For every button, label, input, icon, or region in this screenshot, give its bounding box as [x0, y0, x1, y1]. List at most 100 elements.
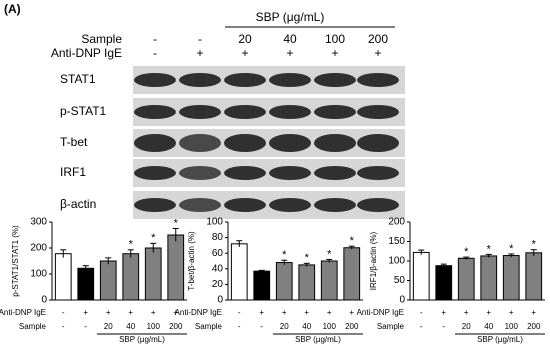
y-tick-label: 20	[212, 279, 224, 290]
blot-band	[269, 73, 311, 87]
blot-band	[224, 134, 266, 152]
y-tick-label: 150	[388, 236, 405, 247]
bar	[167, 234, 185, 301]
group-label: SBP (μg/mL)	[477, 335, 523, 344]
ige-label: +	[486, 308, 491, 317]
x-tick-label: 20	[462, 322, 471, 331]
blot-band	[357, 166, 399, 180]
sample-row-label: Sample	[195, 322, 223, 331]
blot-band	[269, 166, 311, 180]
bar	[144, 247, 162, 301]
ige-row-label: Anti-DNP IgE	[357, 308, 404, 317]
blot-lane-label: 20	[238, 32, 252, 46]
ige-label: +	[282, 308, 287, 317]
bar	[253, 270, 271, 301]
x-tick-label: -	[260, 322, 263, 331]
ige-label: +	[106, 308, 111, 317]
x-tick-label: 100	[323, 322, 337, 331]
significance-mark: *	[305, 252, 310, 264]
y-tick-label: 100	[30, 269, 47, 280]
y-tick-label: 200	[30, 243, 47, 254]
bar	[435, 265, 453, 301]
x-tick-label: 100	[147, 322, 161, 331]
y-tick-label: 0	[41, 295, 47, 306]
ige-label: +	[349, 308, 354, 317]
significance-mark: *	[350, 235, 355, 247]
y-tick-label: 100	[388, 256, 405, 267]
x-tick-label: 40	[484, 322, 493, 331]
panel-label: (A)	[4, 2, 21, 16]
blot-row-label: Sample	[81, 32, 122, 46]
group-label: SBP (μg/mL)	[295, 335, 341, 344]
ige-label: +	[509, 308, 514, 317]
ige-row-label: Anti-DNP IgE	[0, 308, 46, 317]
sbp-header: SBP (μg/mL)	[256, 10, 325, 24]
significance-mark: *	[532, 239, 537, 251]
blot-band	[134, 198, 176, 212]
y-tick-label: 50	[394, 275, 406, 286]
significance-mark: *	[174, 217, 179, 229]
blot-row-label: Anti-DNP IgE	[51, 46, 122, 60]
bar	[54, 253, 72, 301]
blot-band	[357, 198, 399, 212]
bar	[122, 253, 140, 301]
bar	[480, 255, 498, 301]
band-label: p-STAT1	[60, 104, 107, 118]
significance-mark: *	[327, 248, 332, 260]
blot-band	[179, 134, 221, 152]
x-tick-label: 100	[505, 322, 519, 331]
blot-band	[269, 134, 311, 152]
ige-label: +	[259, 308, 264, 317]
x-tick-label: 200	[345, 322, 359, 331]
blot-band	[224, 198, 266, 212]
sample-row-label: Sample	[19, 322, 47, 331]
significance-mark: *	[464, 246, 469, 258]
blot-band	[179, 105, 221, 119]
y-tick-label: 200	[388, 217, 405, 228]
blot-band	[179, 73, 221, 87]
bar	[99, 260, 117, 301]
ige-label: +	[304, 308, 309, 317]
ige-label: -	[62, 308, 65, 317]
blot-lane-label: +	[241, 46, 248, 60]
bar	[412, 251, 430, 301]
blot-lane-label: 200	[368, 32, 388, 46]
ige-label: +	[531, 308, 536, 317]
significance-mark: *	[129, 239, 134, 251]
ige-label: +	[173, 308, 178, 317]
ige-label: -	[420, 308, 423, 317]
band-label: T-bet	[60, 135, 88, 149]
blot-band	[179, 198, 221, 212]
blot-lane-label: 40	[283, 32, 297, 46]
x-tick-label: 40	[302, 322, 311, 331]
band-label: IRF1	[60, 165, 86, 179]
y-tick-label: 100	[206, 217, 223, 228]
bar	[230, 243, 248, 301]
blot-lane-label: -	[153, 46, 157, 60]
ige-row-label: Anti-DNP IgE	[175, 308, 222, 317]
blot-band	[314, 198, 356, 212]
blot-band	[134, 134, 176, 152]
y-axis-label: IRF1/β-actin (%)	[369, 231, 378, 290]
x-tick-label: 20	[280, 322, 289, 331]
blot-band	[134, 166, 176, 180]
x-tick-label: 200	[527, 322, 541, 331]
x-tick-label: -	[442, 322, 445, 331]
blot-band	[357, 105, 399, 119]
y-tick-label: 80	[212, 232, 224, 243]
blot-band	[269, 105, 311, 119]
blot-band	[314, 134, 356, 152]
blot-band	[134, 105, 176, 119]
sample-row-label: Sample	[377, 322, 405, 331]
blot-band	[269, 198, 311, 212]
bar	[457, 257, 475, 301]
blot-lane-label: 100	[325, 32, 345, 46]
x-tick-label: 200	[169, 322, 183, 331]
blot-lane-label: +	[286, 46, 293, 60]
ige-label: -	[238, 308, 241, 317]
ige-label: +	[464, 308, 469, 317]
ige-label: +	[151, 308, 156, 317]
y-axis-label: p-STAT1/STAT1 (%)	[11, 225, 20, 297]
significance-mark: *	[282, 249, 287, 261]
bar	[502, 255, 520, 301]
